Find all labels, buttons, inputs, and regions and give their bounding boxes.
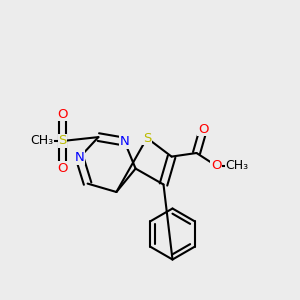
Text: CH₃: CH₃ — [225, 159, 249, 172]
Text: N: N — [120, 135, 129, 148]
Text: N: N — [75, 151, 84, 164]
Text: O: O — [57, 161, 68, 175]
Text: S: S — [143, 131, 151, 145]
Text: CH₃: CH₃ — [30, 134, 53, 148]
Text: O: O — [211, 159, 221, 172]
Text: O: O — [57, 107, 68, 121]
Text: S: S — [58, 134, 67, 148]
Text: O: O — [198, 122, 209, 136]
